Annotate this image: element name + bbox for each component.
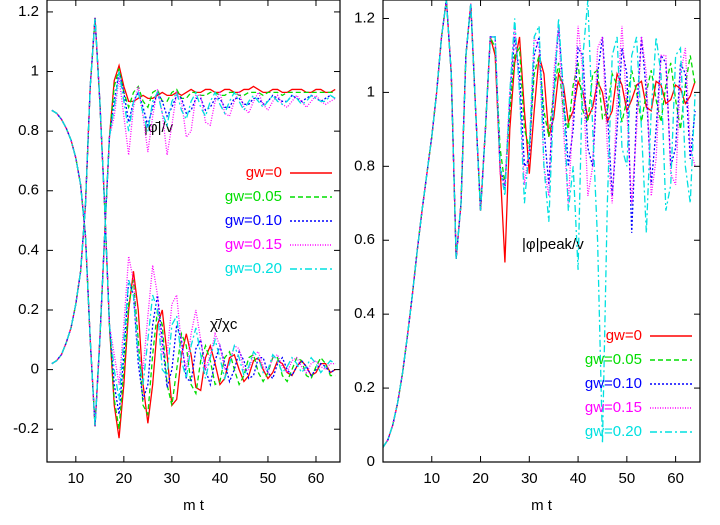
- x-tick-label: 60: [308, 470, 325, 487]
- y-tick-label: 0.4: [354, 305, 375, 322]
- x-tick-label: 10: [67, 470, 84, 487]
- plot-frame: [382, 0, 701, 463]
- data-line: [51, 71, 336, 427]
- y-tick-label: 1: [31, 63, 39, 80]
- y-tick-label: 0.8: [18, 122, 39, 139]
- legend-label: gw=0: [606, 327, 642, 344]
- data-line: [51, 17, 336, 400]
- y-tick-label: 0: [367, 453, 375, 470]
- x-tick-label: 40: [570, 470, 587, 487]
- y-tick-label: -0.2: [13, 420, 39, 437]
- y-tick-label: 0.2: [354, 379, 375, 396]
- x-tick-label: 50: [619, 470, 636, 487]
- x-tick-label: 10: [423, 470, 440, 487]
- legend-label: gw=0.10: [225, 212, 282, 229]
- annotation: |φ̄|/v: [144, 119, 174, 136]
- data-line: [383, 0, 696, 448]
- legend-label: gw=0: [246, 164, 282, 181]
- data-line: [51, 17, 336, 385]
- legend-label: gw=0.20: [225, 260, 282, 277]
- legend-label: gw=0.15: [225, 236, 282, 253]
- y-tick-label: 0.6: [354, 231, 375, 248]
- x-tick-label: 20: [116, 470, 133, 487]
- x-axis-label: m t: [531, 497, 553, 514]
- x-tick-label: 60: [667, 470, 684, 487]
- y-tick-label: 1.2: [354, 9, 375, 26]
- y-tick-label: 1: [367, 83, 375, 100]
- x-tick-label: 30: [521, 470, 538, 487]
- y-tick-label: 0.6: [18, 182, 39, 199]
- annotation: χ̄/χc: [210, 316, 238, 333]
- legend-label: gw=0.10: [585, 375, 642, 392]
- legend-label: gw=0.15: [585, 399, 642, 416]
- x-tick-label: 40: [212, 470, 229, 487]
- data-line: [51, 77, 336, 427]
- y-tick-label: 0.4: [18, 241, 39, 258]
- data-line: [51, 17, 336, 415]
- annotation: |φ|peak/v: [522, 236, 584, 253]
- data-line: [383, 0, 696, 448]
- y-tick-label: 0: [31, 361, 39, 378]
- data-line: [51, 17, 336, 439]
- x-tick-label: 20: [472, 470, 489, 487]
- data-line: [383, 0, 696, 448]
- y-tick-label: 1.2: [18, 3, 39, 20]
- x-tick-label: 30: [164, 470, 181, 487]
- data-line: [383, 0, 696, 448]
- legend-label: gw=0.20: [585, 423, 642, 440]
- y-tick-label: 0.8: [354, 157, 375, 174]
- data-line: [383, 0, 696, 448]
- x-axis-label: m t: [183, 497, 205, 514]
- legend-label: gw=0.05: [585, 351, 642, 368]
- legend-label: gw=0.05: [225, 188, 282, 205]
- x-tick-label: 50: [260, 470, 277, 487]
- plot-frame: [46, 0, 341, 463]
- y-tick-label: 0.2: [18, 301, 39, 318]
